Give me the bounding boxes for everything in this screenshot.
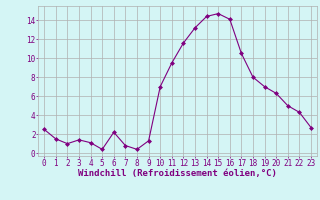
X-axis label: Windchill (Refroidissement éolien,°C): Windchill (Refroidissement éolien,°C) bbox=[78, 169, 277, 178]
